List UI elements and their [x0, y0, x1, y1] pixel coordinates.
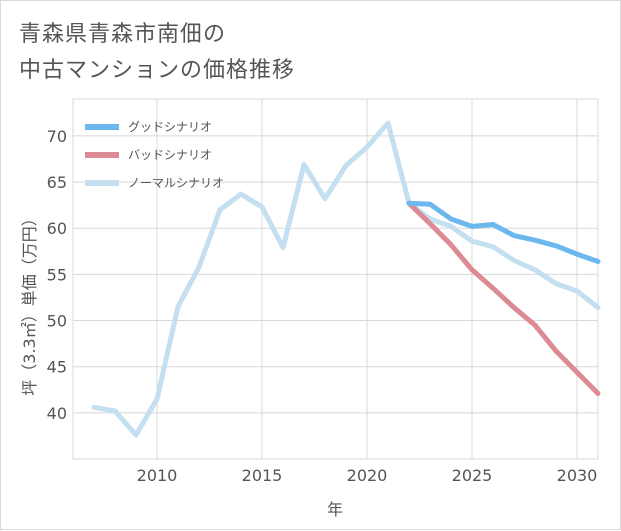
chart-title: 青森県青森市南佃の 中古マンションの価格推移 [19, 17, 295, 89]
plot-border [72, 98, 599, 460]
series-line-0 [406, 200, 601, 264]
series-line-2 [91, 120, 601, 438]
y-tick-label: 65 [47, 173, 67, 192]
legend-label-2: ノーマルシナリオ [128, 176, 224, 190]
x-tick-label: 2015 [242, 466, 283, 485]
legend-label-0: グッドシナリオ [128, 120, 212, 134]
y-axis-label: 坪（3.3㎡）単価（万円） [20, 210, 39, 395]
x-tick-label: 2025 [452, 466, 493, 485]
chart-title-line-1: 青森県青森市南佃の [19, 22, 227, 47]
y-tick-label: 60 [47, 219, 67, 238]
y-tick-label: 50 [47, 312, 67, 331]
x-axis-label: 年 [327, 500, 343, 519]
y-tick-label: 40 [47, 404, 67, 423]
x-tick-label: 2020 [347, 466, 388, 485]
legend-label-1: バッドシナリオ [128, 148, 212, 162]
y-tick-label: 45 [47, 358, 67, 377]
y-tick-label: 70 [47, 127, 67, 146]
series-line-1 [406, 200, 601, 396]
axis-ticks: 2010 2015 2020 2025 2030 40 45 50 55 60 65 70 [47, 127, 598, 485]
series-lines [91, 120, 601, 438]
y-tick-label: 55 [47, 265, 67, 284]
x-tick-label: 2010 [137, 466, 178, 485]
x-tick-label: 2030 [557, 466, 598, 485]
chart-title-line-2: 中古マンションの価格推移 [19, 58, 296, 83]
